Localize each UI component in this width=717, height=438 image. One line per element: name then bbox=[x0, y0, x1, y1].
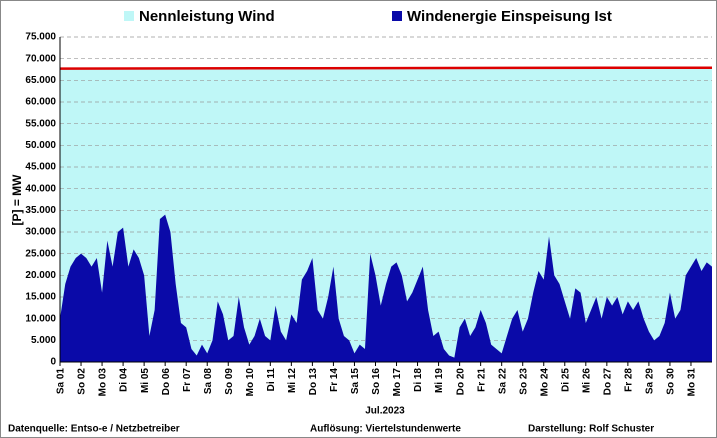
y-tick-label: 40.000 bbox=[25, 183, 56, 194]
capacity-line bbox=[59, 66, 712, 70]
x-tick-label: Fr 21 bbox=[476, 368, 487, 392]
y-tick-label: 10.000 bbox=[25, 313, 56, 324]
y-tick-label: 70.000 bbox=[25, 53, 56, 64]
x-tick-label: So 23 bbox=[518, 368, 529, 395]
x-tick-label: Mi 26 bbox=[581, 368, 592, 393]
x-tick-label: Sa 15 bbox=[350, 368, 361, 395]
legend-swatch bbox=[392, 11, 402, 21]
x-tick-label: So 09 bbox=[224, 368, 235, 395]
y-tick-label: 15.000 bbox=[25, 292, 56, 303]
y-tick-label: 20.000 bbox=[25, 270, 56, 281]
y-axis-label: [P] = MW bbox=[10, 174, 24, 226]
x-tick-label: Do 27 bbox=[602, 368, 613, 396]
x-tick-label: Di 04 bbox=[119, 368, 130, 392]
plot bbox=[59, 36, 712, 363]
y-tick-label: 60.000 bbox=[25, 97, 56, 108]
x-tick-label: Do 13 bbox=[308, 368, 319, 396]
x-tick-label: Di 25 bbox=[560, 368, 571, 392]
x-tick-label: Sa 22 bbox=[497, 368, 508, 395]
x-tick-label: Do 06 bbox=[161, 368, 172, 396]
area bbox=[60, 214, 712, 362]
x-tick-label: Di 18 bbox=[413, 368, 424, 392]
y-tick-label: 35.000 bbox=[25, 205, 56, 216]
y-tick-label: 45.000 bbox=[25, 162, 56, 173]
x-tick-label: Mi 19 bbox=[434, 368, 445, 393]
x-tick-label: Mo 03 bbox=[98, 368, 109, 397]
x-tick-label: Do 20 bbox=[455, 368, 466, 396]
x-tick-label: Mo 10 bbox=[245, 368, 256, 397]
y-tick-label: 30.000 bbox=[25, 227, 56, 238]
x-tick-label: Sa 08 bbox=[203, 368, 214, 395]
x-tick-label: Mi 12 bbox=[287, 368, 298, 393]
x-tick-label: So 02 bbox=[77, 368, 88, 395]
legend-label: Windenergie Einspeisung Ist bbox=[407, 8, 612, 25]
x-tick-label: So 16 bbox=[371, 368, 382, 395]
y-tick-label: 55.000 bbox=[25, 118, 56, 129]
x-tick-label: Mo 24 bbox=[539, 368, 550, 397]
y-tick-label: 75.000 bbox=[25, 32, 56, 43]
footer: Auflösung: Viertelstundenwerte bbox=[310, 424, 461, 435]
y-tick-label: 0 bbox=[50, 357, 56, 368]
y-tick-label: 65.000 bbox=[25, 75, 56, 86]
x-tick-label: Mi 05 bbox=[140, 368, 151, 393]
legend-label: Nennleistung Wind bbox=[139, 8, 275, 25]
footer: Datenquelle: Entso-e / Netzbetreiber bbox=[8, 424, 180, 435]
y-tick-label: 5.000 bbox=[31, 335, 56, 346]
x-tick-label: Di 11 bbox=[266, 368, 277, 392]
x-tick-label: Sa 01 bbox=[56, 368, 67, 395]
y-tick-label: 25.000 bbox=[25, 248, 56, 259]
x-axis-label: Jul.2023 bbox=[365, 406, 405, 417]
x-tick-label: Fr 28 bbox=[624, 368, 635, 392]
x-tick-label: Mo 31 bbox=[687, 368, 698, 397]
x-tick-label: So 30 bbox=[666, 368, 677, 395]
legend-swatch bbox=[124, 11, 134, 21]
x-tick-label: Mo 17 bbox=[392, 368, 403, 397]
x-tick-label: Fr 07 bbox=[182, 368, 193, 392]
x-tick-label: Sa 29 bbox=[645, 368, 656, 395]
footer: Darstellung: Rolf Schuster bbox=[528, 424, 654, 435]
x-tick-label: Fr 14 bbox=[329, 368, 340, 392]
y-tick-label: 50.000 bbox=[25, 140, 56, 151]
